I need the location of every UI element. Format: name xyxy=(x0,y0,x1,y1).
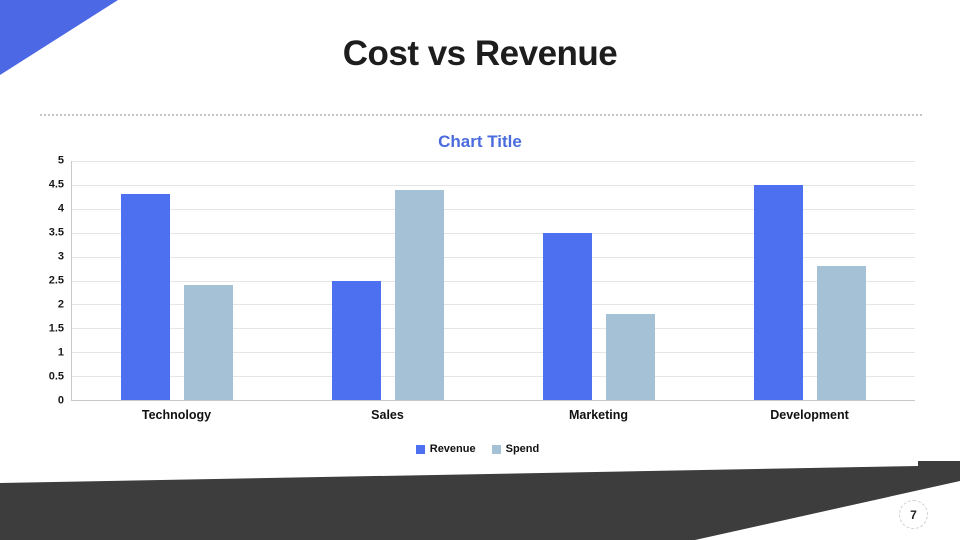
bar-group xyxy=(494,161,705,400)
bar-group xyxy=(72,161,283,400)
y-tick-label: 3 xyxy=(57,250,64,263)
legend-swatch xyxy=(491,444,501,454)
bar-spend xyxy=(605,313,655,400)
bar-spend xyxy=(395,189,445,400)
gridline xyxy=(72,232,915,234)
y-axis-labels: 5 4.5 4 3.5 3 2.5 2 1.5 1 0.5 0 xyxy=(40,155,71,406)
gridline xyxy=(72,304,915,306)
y-tick-label: 2 xyxy=(57,298,64,311)
plot-wrap: 5 4.5 4 3.5 3 2.5 2 1.5 1 0.5 0 xyxy=(40,155,915,406)
y-tick-label: 1 xyxy=(57,346,64,359)
chart-title: Chart Title xyxy=(438,132,522,151)
y-tick-label: 4 xyxy=(57,202,64,215)
gridline xyxy=(72,352,915,354)
page-number: 7 xyxy=(910,507,917,522)
y-tick-label: 0 xyxy=(57,394,64,407)
chart-legend: Revenue Spend xyxy=(40,443,915,455)
gridline xyxy=(72,161,915,162)
bar-chart: Chart Title 5 4.5 4 3.5 3 2.5 2 1.5 1 0.5 0 Techno… xyxy=(40,132,920,455)
y-tick-label: 2.5 xyxy=(48,274,64,287)
bar-spend xyxy=(184,285,234,400)
bar-spend xyxy=(816,266,866,400)
y-tick-label: 0.5 xyxy=(48,370,64,383)
legend-item: Spend xyxy=(491,443,540,455)
gridline xyxy=(72,208,915,210)
legend-label: Spend xyxy=(505,443,540,455)
legend-swatch xyxy=(415,444,425,454)
category-label: Sales xyxy=(371,408,404,422)
gridline xyxy=(72,256,915,258)
bar-group xyxy=(704,161,915,400)
y-tick-label: 3.5 xyxy=(48,226,64,239)
x-axis-labels: Technology Sales Marketing Development xyxy=(71,408,915,422)
category-label: Development xyxy=(770,408,849,422)
bar-revenue xyxy=(332,280,382,400)
gridline xyxy=(72,376,915,378)
bar-group xyxy=(283,161,494,400)
bar-revenue xyxy=(753,184,803,400)
y-tick-label: 4.5 xyxy=(48,178,64,191)
legend-item: Revenue xyxy=(415,443,476,455)
y-tick-label: 5 xyxy=(57,154,64,167)
gridline xyxy=(72,328,915,330)
legend-label: Revenue xyxy=(429,443,476,455)
slide-title: Cost vs Revenue xyxy=(342,34,618,73)
page-number-badge: 7 xyxy=(899,500,928,529)
category-label: Technology xyxy=(141,408,212,422)
plot-area xyxy=(71,161,915,401)
bottom-decoration xyxy=(0,461,960,540)
bar-revenue xyxy=(542,232,592,400)
bar-revenue xyxy=(121,194,171,400)
gridline xyxy=(72,280,915,282)
dotted-divider xyxy=(40,114,922,116)
category-label: Marketing xyxy=(568,408,629,422)
y-tick-label: 1.5 xyxy=(48,322,64,335)
gridline xyxy=(72,184,915,186)
